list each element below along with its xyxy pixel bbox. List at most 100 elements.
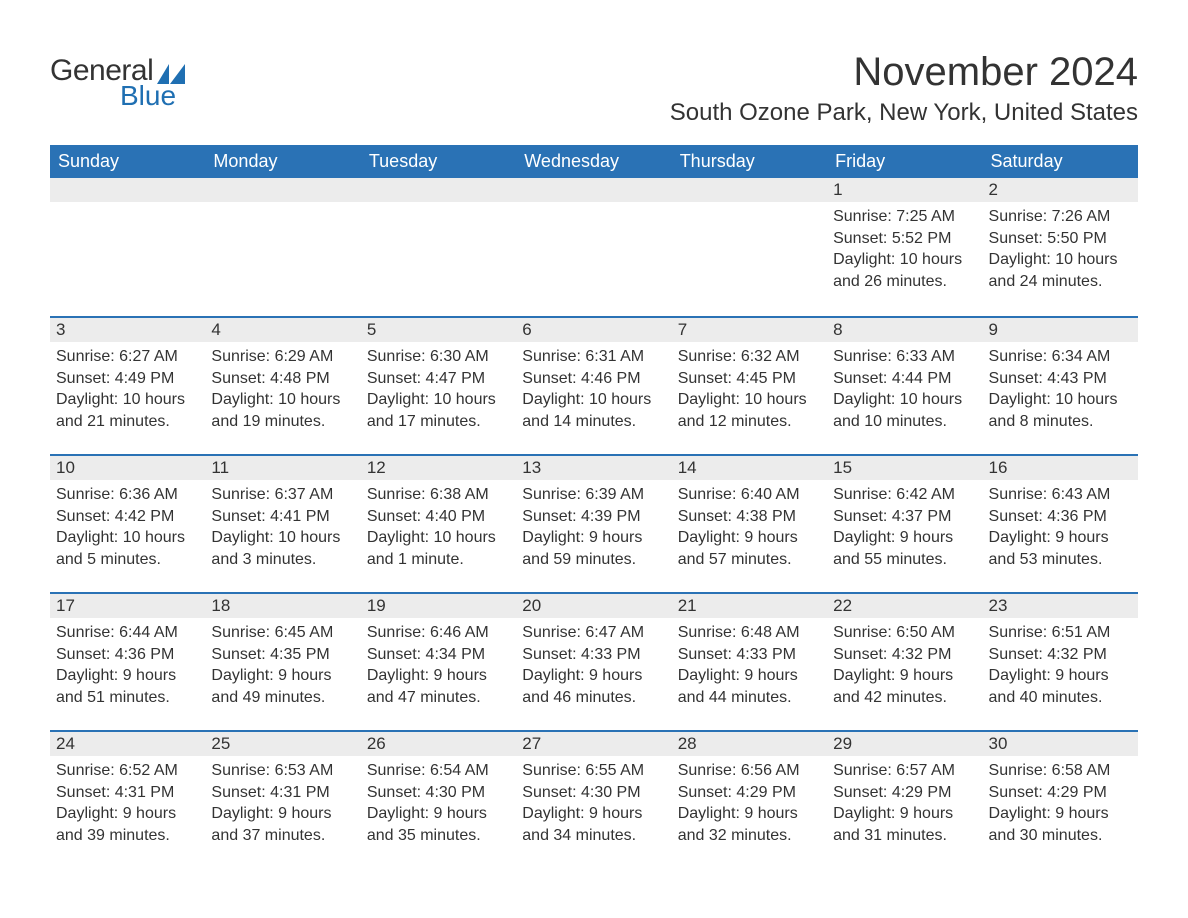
- daylight-line: Daylight: 9 hours and 35 minutes.: [367, 803, 510, 846]
- day-number: [672, 178, 827, 202]
- sunrise-line: Sunrise: 6:38 AM: [367, 484, 510, 506]
- sunset-line: Sunset: 4:31 PM: [56, 782, 199, 804]
- day-details: Sunrise: 6:31 AMSunset: 4:46 PMDaylight:…: [516, 342, 671, 436]
- day-number: 25: [205, 730, 360, 756]
- daylight-line: Daylight: 9 hours and 55 minutes.: [833, 527, 976, 570]
- sunrise-line: Sunrise: 6:37 AM: [211, 484, 354, 506]
- sunset-line: Sunset: 5:52 PM: [833, 228, 976, 250]
- calendar-cell: 3Sunrise: 6:27 AMSunset: 4:49 PMDaylight…: [50, 316, 205, 454]
- calendar-cell: 10Sunrise: 6:36 AMSunset: 4:42 PMDayligh…: [50, 454, 205, 592]
- day-details: Sunrise: 6:51 AMSunset: 4:32 PMDaylight:…: [983, 618, 1138, 712]
- day-details: [516, 202, 671, 210]
- day-details: Sunrise: 6:58 AMSunset: 4:29 PMDaylight:…: [983, 756, 1138, 850]
- day-details: Sunrise: 6:53 AMSunset: 4:31 PMDaylight:…: [205, 756, 360, 850]
- sunset-line: Sunset: 4:48 PM: [211, 368, 354, 390]
- sunrise-line: Sunrise: 6:40 AM: [678, 484, 821, 506]
- daylight-line: Daylight: 10 hours and 5 minutes.: [56, 527, 199, 570]
- calendar-cell: 21Sunrise: 6:48 AMSunset: 4:33 PMDayligh…: [672, 592, 827, 730]
- day-number: 16: [983, 454, 1138, 480]
- sunset-line: Sunset: 4:35 PM: [211, 644, 354, 666]
- sunset-line: Sunset: 4:38 PM: [678, 506, 821, 528]
- day-details: Sunrise: 6:29 AMSunset: 4:48 PMDaylight:…: [205, 342, 360, 436]
- page-title: November 2024: [670, 50, 1138, 95]
- day-details: Sunrise: 7:25 AMSunset: 5:52 PMDaylight:…: [827, 202, 982, 296]
- day-number: 5: [361, 316, 516, 342]
- weekday-header: Thursday: [672, 145, 827, 178]
- calendar-cell: [50, 178, 205, 316]
- day-details: Sunrise: 6:34 AMSunset: 4:43 PMDaylight:…: [983, 342, 1138, 436]
- sunrise-line: Sunrise: 6:33 AM: [833, 346, 976, 368]
- calendar-cell: [672, 178, 827, 316]
- sunrise-line: Sunrise: 6:43 AM: [989, 484, 1132, 506]
- day-details: Sunrise: 6:48 AMSunset: 4:33 PMDaylight:…: [672, 618, 827, 712]
- day-number: 7: [672, 316, 827, 342]
- daylight-line: Daylight: 10 hours and 8 minutes.: [989, 389, 1132, 432]
- day-number: 15: [827, 454, 982, 480]
- sunrise-line: Sunrise: 6:52 AM: [56, 760, 199, 782]
- day-details: Sunrise: 6:27 AMSunset: 4:49 PMDaylight:…: [50, 342, 205, 436]
- daylight-line: Daylight: 10 hours and 14 minutes.: [522, 389, 665, 432]
- weekday-header: Saturday: [983, 145, 1138, 178]
- sunrise-line: Sunrise: 6:44 AM: [56, 622, 199, 644]
- daylight-line: Daylight: 9 hours and 39 minutes.: [56, 803, 199, 846]
- calendar-cell: 15Sunrise: 6:42 AMSunset: 4:37 PMDayligh…: [827, 454, 982, 592]
- calendar-page: General Blue November 2024 South Ozone P…: [0, 0, 1188, 898]
- calendar-cell: 5Sunrise: 6:30 AMSunset: 4:47 PMDaylight…: [361, 316, 516, 454]
- sunset-line: Sunset: 4:29 PM: [833, 782, 976, 804]
- day-number: 1: [827, 178, 982, 202]
- sunrise-line: Sunrise: 6:29 AM: [211, 346, 354, 368]
- sunrise-line: Sunrise: 6:39 AM: [522, 484, 665, 506]
- sunset-line: Sunset: 4:30 PM: [367, 782, 510, 804]
- calendar-row: 1Sunrise: 7:25 AMSunset: 5:52 PMDaylight…: [50, 178, 1138, 316]
- calendar-cell: 2Sunrise: 7:26 AMSunset: 5:50 PMDaylight…: [983, 178, 1138, 316]
- day-details: [50, 202, 205, 210]
- logo: General Blue: [50, 50, 185, 112]
- daylight-line: Daylight: 10 hours and 24 minutes.: [989, 249, 1132, 292]
- sunset-line: Sunset: 4:31 PM: [211, 782, 354, 804]
- calendar-cell: 4Sunrise: 6:29 AMSunset: 4:48 PMDaylight…: [205, 316, 360, 454]
- day-details: Sunrise: 6:33 AMSunset: 4:44 PMDaylight:…: [827, 342, 982, 436]
- daylight-line: Daylight: 9 hours and 30 minutes.: [989, 803, 1132, 846]
- calendar-header-row: SundayMondayTuesdayWednesdayThursdayFrid…: [50, 145, 1138, 178]
- day-number: 17: [50, 592, 205, 618]
- day-number: 12: [361, 454, 516, 480]
- sunrise-line: Sunrise: 6:32 AM: [678, 346, 821, 368]
- calendar-row: 3Sunrise: 6:27 AMSunset: 4:49 PMDaylight…: [50, 316, 1138, 454]
- day-details: Sunrise: 6:45 AMSunset: 4:35 PMDaylight:…: [205, 618, 360, 712]
- sunrise-line: Sunrise: 6:57 AM: [833, 760, 976, 782]
- sunrise-line: Sunrise: 6:51 AM: [989, 622, 1132, 644]
- daylight-line: Daylight: 9 hours and 32 minutes.: [678, 803, 821, 846]
- calendar-cell: 26Sunrise: 6:54 AMSunset: 4:30 PMDayligh…: [361, 730, 516, 868]
- daylight-line: Daylight: 9 hours and 59 minutes.: [522, 527, 665, 570]
- day-number: 8: [827, 316, 982, 342]
- day-number: 13: [516, 454, 671, 480]
- calendar-cell: [205, 178, 360, 316]
- day-number: 3: [50, 316, 205, 342]
- day-number: 19: [361, 592, 516, 618]
- day-details: Sunrise: 6:52 AMSunset: 4:31 PMDaylight:…: [50, 756, 205, 850]
- day-number: 22: [827, 592, 982, 618]
- day-details: Sunrise: 6:46 AMSunset: 4:34 PMDaylight:…: [361, 618, 516, 712]
- day-number: [50, 178, 205, 202]
- daylight-line: Daylight: 10 hours and 19 minutes.: [211, 389, 354, 432]
- sunset-line: Sunset: 4:47 PM: [367, 368, 510, 390]
- sunrise-line: Sunrise: 6:42 AM: [833, 484, 976, 506]
- day-number: [205, 178, 360, 202]
- sunrise-line: Sunrise: 6:48 AM: [678, 622, 821, 644]
- day-details: Sunrise: 6:56 AMSunset: 4:29 PMDaylight:…: [672, 756, 827, 850]
- day-details: Sunrise: 6:37 AMSunset: 4:41 PMDaylight:…: [205, 480, 360, 574]
- daylight-line: Daylight: 9 hours and 49 minutes.: [211, 665, 354, 708]
- calendar-cell: 9Sunrise: 6:34 AMSunset: 4:43 PMDaylight…: [983, 316, 1138, 454]
- calendar-cell: [516, 178, 671, 316]
- day-details: Sunrise: 6:57 AMSunset: 4:29 PMDaylight:…: [827, 756, 982, 850]
- calendar-cell: 19Sunrise: 6:46 AMSunset: 4:34 PMDayligh…: [361, 592, 516, 730]
- daylight-line: Daylight: 10 hours and 17 minutes.: [367, 389, 510, 432]
- calendar-cell: 18Sunrise: 6:45 AMSunset: 4:35 PMDayligh…: [205, 592, 360, 730]
- day-details: Sunrise: 6:44 AMSunset: 4:36 PMDaylight:…: [50, 618, 205, 712]
- day-details: Sunrise: 6:30 AMSunset: 4:47 PMDaylight:…: [361, 342, 516, 436]
- page-header: General Blue November 2024 South Ozone P…: [50, 50, 1138, 127]
- day-number: 6: [516, 316, 671, 342]
- day-details: Sunrise: 6:39 AMSunset: 4:39 PMDaylight:…: [516, 480, 671, 574]
- calendar-cell: 28Sunrise: 6:56 AMSunset: 4:29 PMDayligh…: [672, 730, 827, 868]
- calendar-cell: 25Sunrise: 6:53 AMSunset: 4:31 PMDayligh…: [205, 730, 360, 868]
